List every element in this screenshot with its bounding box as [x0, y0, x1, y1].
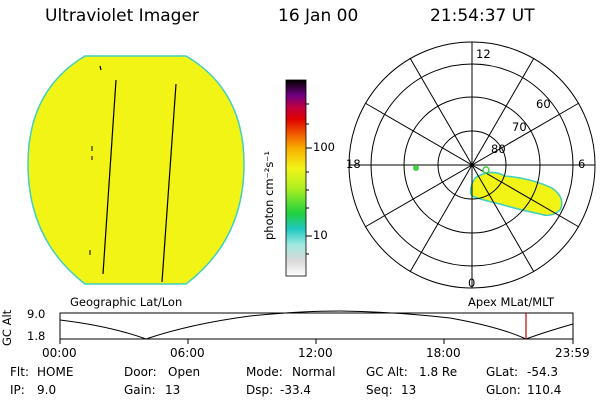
- status-dsp-value: -33.4: [280, 383, 312, 397]
- status-mode-key: Mode:: [246, 365, 283, 379]
- meridian-line-1: [102, 79, 117, 275]
- status-mode-value: Normal: [292, 365, 336, 379]
- status-seq-value: 13: [401, 383, 417, 397]
- mlt-label-0: 0: [468, 276, 476, 290]
- status-glat-value: -54.3: [527, 365, 559, 379]
- geographic-image: [27, 55, 245, 285]
- time-tick-0000: 00:00: [42, 346, 77, 360]
- time-tick-0600: 06:00: [170, 346, 205, 360]
- polar-plot: [348, 41, 596, 289]
- geographic-label: Geographic Lat/Lon: [70, 295, 183, 309]
- time-tick-1200: 12:00: [298, 346, 333, 360]
- time-tick-2359: 23:59: [555, 346, 590, 360]
- colorbar: [285, 79, 312, 277]
- mlt-label-12: 12: [476, 47, 491, 61]
- status-door-value: Open: [168, 365, 201, 379]
- auroral-oval: [469, 171, 563, 217]
- lat-label-80: 80: [491, 142, 506, 156]
- instrument-title: Ultraviolet Imager: [45, 6, 199, 26]
- time-tick-1800: 18:00: [426, 346, 461, 360]
- mlt-label-6: 6: [578, 157, 586, 171]
- alt-tick-9: 9.0: [27, 307, 46, 321]
- altitude-curve: [59, 310, 574, 340]
- colorbar-unit-label: photon cm⁻²s⁻¹: [262, 151, 276, 240]
- gc-alt-axis-label: GC Alt: [0, 309, 14, 346]
- status-ip-key: IP:: [10, 383, 25, 397]
- status-flt-value: HOME: [37, 365, 74, 379]
- status-gcalt-key: GC Alt:: [366, 365, 408, 379]
- status-ip-value: 9.0: [37, 383, 57, 397]
- meridian-line-2: [161, 83, 177, 283]
- date-label: 16 Jan 00: [278, 6, 359, 26]
- alt-tick-1-8: 1.8: [27, 329, 46, 343]
- altitude-strip: [59, 310, 574, 344]
- status-seq-key: Seq:: [366, 383, 393, 397]
- lat-label-60: 60: [536, 97, 551, 111]
- time-label: 21:54:37 UT: [430, 6, 535, 26]
- status-gain-key: Gain:: [124, 383, 156, 397]
- status-dsp-key: Dsp:: [246, 383, 274, 397]
- station-dot: [413, 165, 419, 171]
- status-gain-value: 13: [165, 383, 181, 397]
- status-glon-key: GLon:: [486, 383, 521, 397]
- lat-label-70: 70: [512, 120, 527, 134]
- status-glat-key: GLat:: [486, 365, 519, 379]
- earth-disk: [27, 55, 245, 285]
- station-dot: [482, 166, 490, 174]
- colorbar-tick-100: 100: [313, 140, 335, 154]
- apex-label: Apex MLat/MLT: [468, 295, 555, 309]
- mlt-label-18: 18: [346, 157, 361, 171]
- status-flt-key: Flt:: [10, 365, 29, 379]
- status-glon-value: 110.4: [527, 383, 562, 397]
- status-gcalt-value: 1.8 Re: [419, 365, 458, 379]
- status-door-key: Door:: [124, 365, 157, 379]
- colorbar-tick-10: 10: [313, 228, 328, 242]
